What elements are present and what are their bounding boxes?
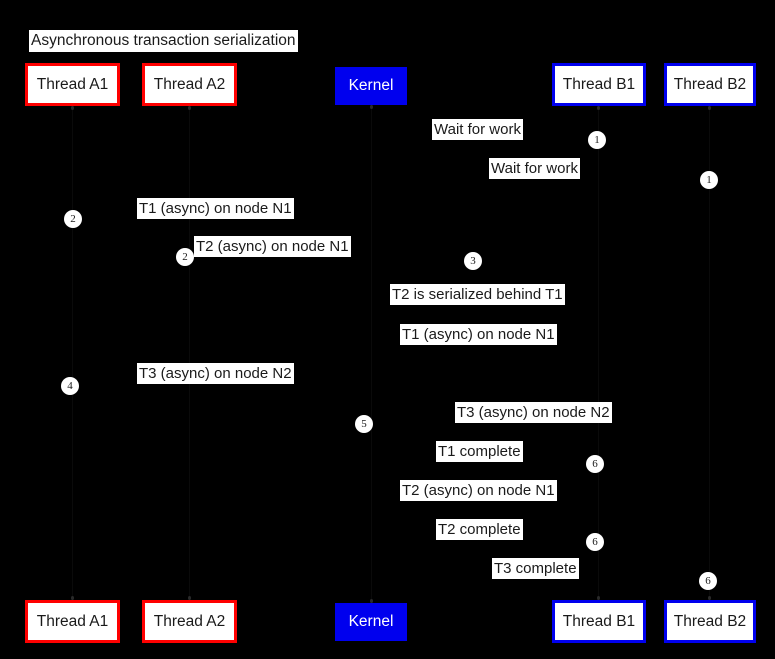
lifeline-thread-b2-stub-bottom xyxy=(708,596,711,600)
msg-t1-complete: T1 complete xyxy=(436,441,523,462)
lifeline-thread-a2-stub-bottom xyxy=(188,596,191,600)
lifeline-kernel-stub-top xyxy=(370,105,373,109)
participant-thread-a1-bottom[interactable]: Thread A1 xyxy=(25,600,120,643)
msg-wait-for-work-b1: Wait for work xyxy=(432,119,523,140)
participant-thread-a2-bottom[interactable]: Thread A2 xyxy=(142,600,237,643)
lifeline-thread-a2 xyxy=(189,106,190,600)
lifeline-thread-a2-stub-top xyxy=(188,106,191,110)
participant-label: Thread B1 xyxy=(562,75,636,93)
participant-label: Thread B2 xyxy=(673,75,747,93)
msg-t2-async-n1-k: T2 (async) on node N1 xyxy=(400,480,557,501)
lifeline-thread-b1-stub-bottom xyxy=(597,596,600,600)
msg-t3-complete: T3 complete xyxy=(492,558,579,579)
badge-6-k: 6 xyxy=(586,533,604,551)
msg-t3-async-n2-a1: T3 (async) on node N2 xyxy=(137,363,294,384)
badge-3-k: 3 xyxy=(464,252,482,270)
lifeline-thread-b2 xyxy=(709,106,710,600)
lifeline-thread-b1 xyxy=(598,106,599,600)
participant-kernel-top[interactable]: Kernel xyxy=(335,67,407,105)
msg-t1-async-n1-k: T1 (async) on node N1 xyxy=(400,324,557,345)
lifeline-thread-b2-stub-top xyxy=(708,106,711,110)
participant-label: Thread A2 xyxy=(153,612,226,630)
badge-6-b1: 6 xyxy=(586,455,604,473)
msg-t2-serialized: T2 is serialized behind T1 xyxy=(390,284,565,305)
badge-1-b2: 1 xyxy=(700,171,718,189)
badge-6-b2: 6 xyxy=(699,572,717,590)
msg-t2-async-n1-a2: T2 (async) on node N1 xyxy=(194,236,351,257)
participant-label: Thread A1 xyxy=(36,612,109,630)
badge-4-a1: 4 xyxy=(61,377,79,395)
msg-t3-async-n2-k: T3 (async) on node N2 xyxy=(455,402,612,423)
msg-wait-for-work-b2: Wait for work xyxy=(489,158,580,179)
lifeline-thread-a1-stub-bottom xyxy=(71,596,74,600)
msg-t1-async-n1-a1: T1 (async) on node N1 xyxy=(137,198,294,219)
participant-label: Thread B1 xyxy=(562,612,636,630)
participant-label: Kernel xyxy=(348,613,394,630)
participant-thread-b2-top[interactable]: Thread B2 xyxy=(664,63,756,106)
participant-label: Thread A1 xyxy=(36,75,109,93)
lifeline-kernel-stub-bottom xyxy=(370,599,373,603)
participant-thread-b2-bottom[interactable]: Thread B2 xyxy=(664,600,756,643)
badge-2-a1: 2 xyxy=(64,210,82,228)
badge-2-a2: 2 xyxy=(176,248,194,266)
participant-label: Thread A2 xyxy=(153,75,226,93)
participant-thread-a1-top[interactable]: Thread A1 xyxy=(25,63,120,106)
participant-thread-b1-top[interactable]: Thread B1 xyxy=(552,63,646,106)
diagram-title: Asynchronous transaction serialization xyxy=(29,30,298,52)
participant-kernel-bottom[interactable]: Kernel xyxy=(335,603,407,641)
participant-label: Kernel xyxy=(348,77,394,94)
lifeline-thread-b1-stub-top xyxy=(597,106,600,110)
badge-1-b1: 1 xyxy=(588,131,606,149)
participant-thread-b1-bottom[interactable]: Thread B1 xyxy=(552,600,646,643)
lifeline-kernel xyxy=(371,105,372,603)
lifeline-thread-a1 xyxy=(72,106,73,600)
lifeline-thread-a1-stub-top xyxy=(71,106,74,110)
msg-t2-complete: T2 complete xyxy=(436,519,523,540)
badge-5-k: 5 xyxy=(355,415,373,433)
participant-thread-a2-top[interactable]: Thread A2 xyxy=(142,63,237,106)
participant-label: Thread B2 xyxy=(673,612,747,630)
